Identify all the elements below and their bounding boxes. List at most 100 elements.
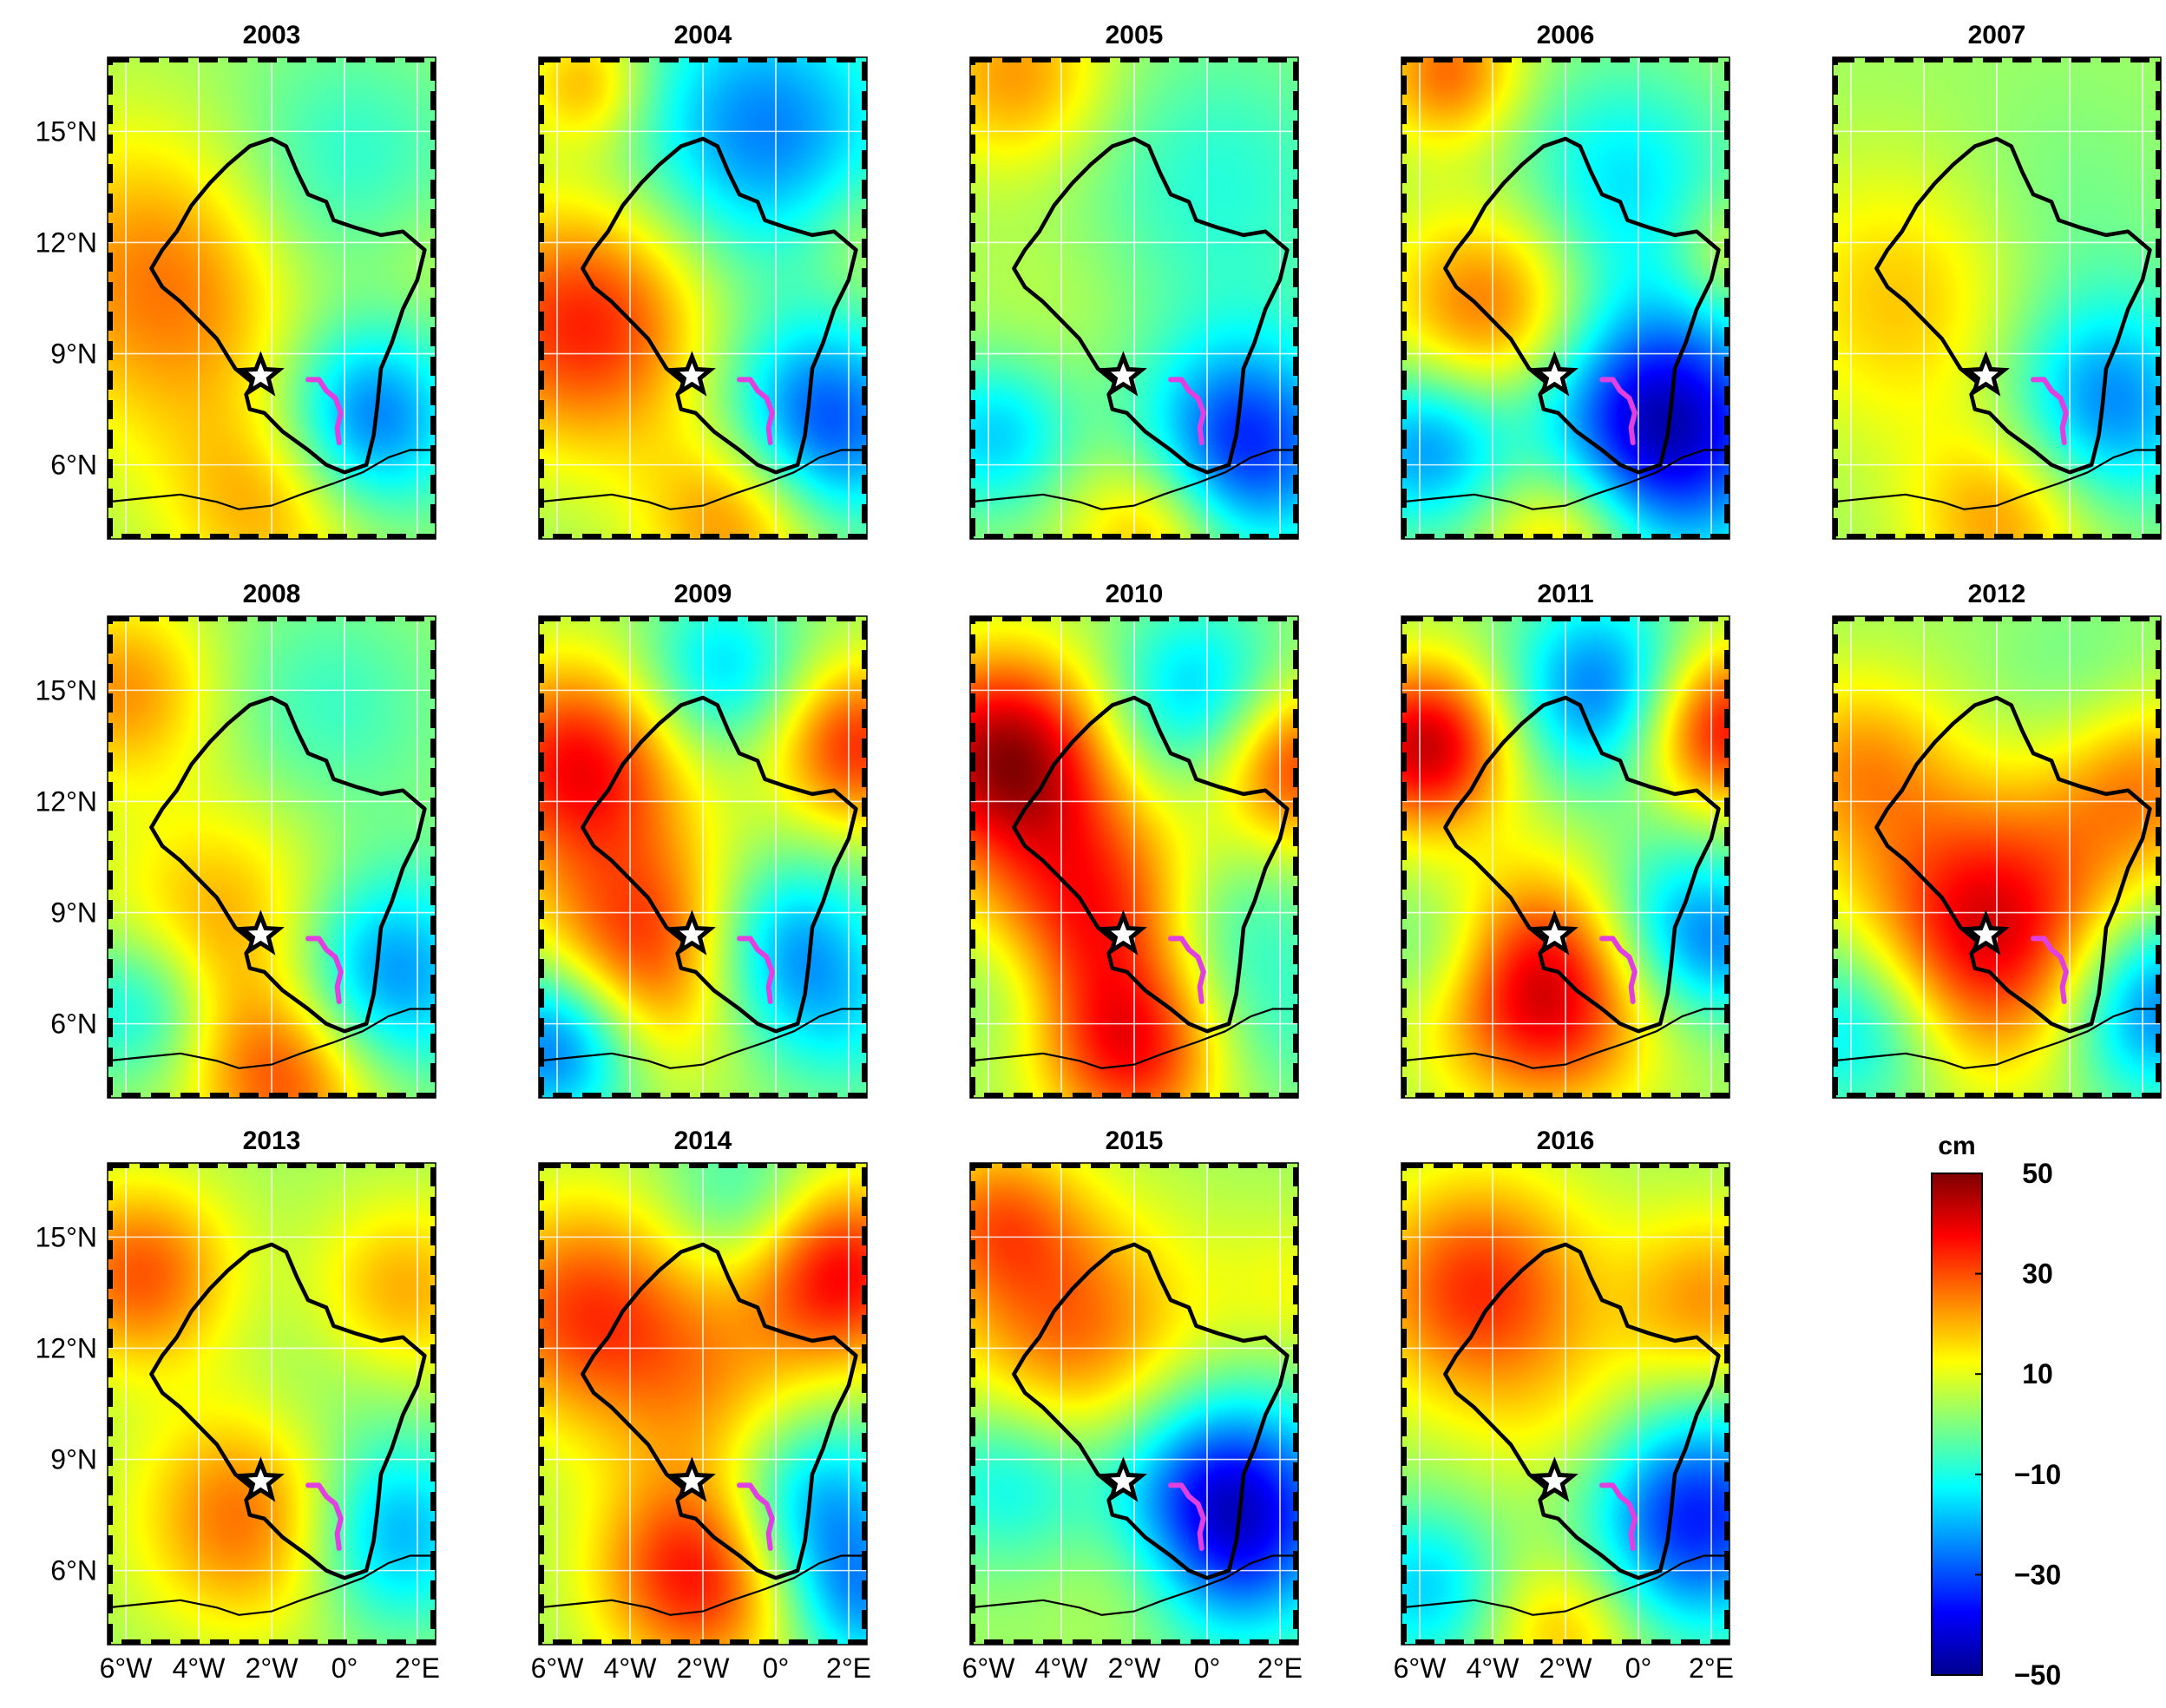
- map-panel-2008: 2008 15°N 12°N 9°N 6°N: [36, 580, 436, 1099]
- lon-tick-label: 6°W: [1394, 1652, 1447, 1684]
- star-icon: [667, 351, 716, 397]
- colorbar-tick-label: −50: [2014, 1659, 2061, 1691]
- map-frame: [538, 56, 868, 540]
- graticule: [1401, 616, 1730, 1098]
- graticule: [1401, 57, 1730, 539]
- panel-title: 2011: [1537, 580, 1593, 608]
- basin-outline: [581, 1242, 858, 1580]
- lon-tick-label: 4°W: [173, 1652, 226, 1684]
- star-icon: [1961, 351, 2010, 397]
- basin-outline: [1012, 136, 1290, 475]
- coastline: [108, 1554, 436, 1616]
- map-frame: [107, 56, 436, 540]
- colorbar-tick-label: 10: [2022, 1358, 2053, 1389]
- star-icon: [1530, 351, 1579, 397]
- coastline: [1833, 1008, 2161, 1069]
- lon-tick-label: 2°W: [1108, 1652, 1162, 1684]
- basin-outline: [1443, 695, 1721, 1034]
- lon-tick-label: 0°: [1625, 1652, 1652, 1684]
- lat-tick-label: 9°N: [50, 1444, 97, 1475]
- basin-outline: [1443, 136, 1721, 475]
- map-frame: [1832, 615, 2162, 1099]
- lon-tick-label: 2°E: [395, 1652, 440, 1684]
- coastline: [970, 1008, 1298, 1069]
- panel-title: 2013: [243, 1127, 301, 1155]
- basin-outline: [149, 136, 427, 475]
- lon-tick-label: 6°W: [100, 1652, 154, 1684]
- coastline: [970, 1554, 1298, 1616]
- map-frame: [1401, 615, 1730, 1099]
- basin-outline: [1443, 1242, 1721, 1580]
- map-frame: [107, 615, 436, 1099]
- star-icon: [667, 910, 716, 956]
- panel-title: 2007: [1968, 21, 2026, 49]
- star-icon: [1099, 1456, 1147, 1502]
- panel-title: 2008: [243, 580, 301, 608]
- lat-tick-label: 15°N: [36, 674, 98, 706]
- lat-tick-label: 6°N: [50, 1555, 97, 1586]
- map-panel-2005: 2005: [969, 21, 1299, 540]
- lat-tick-label: 12°N: [36, 227, 98, 258]
- map-frame: [1401, 56, 1730, 540]
- reservoir: [1599, 377, 1638, 445]
- lat-tick-label: 6°N: [50, 450, 97, 481]
- lon-tick-label: 4°W: [604, 1652, 658, 1684]
- map-panel-2014: 2014 6°W 4°W 2°W 0° 2°E: [531, 1127, 871, 1684]
- colorbar-tick-label: −10: [2014, 1459, 2061, 1490]
- map-frame: [1401, 1162, 1730, 1646]
- reservoir: [737, 377, 775, 445]
- coastline: [1401, 1008, 1730, 1069]
- map-panel-2010: 2010: [969, 580, 1299, 1099]
- map-frame: [107, 1162, 436, 1646]
- graticule: [539, 57, 867, 539]
- panel-title: 2010: [1106, 580, 1164, 608]
- colorbar-ticks: 50 30 10 −10 −30 −50: [1975, 1158, 2061, 1691]
- lon-tick-label: 6°W: [531, 1652, 585, 1684]
- star-icon: [1530, 910, 1579, 956]
- panel-title: 2014: [674, 1127, 732, 1155]
- reservoir: [305, 1482, 344, 1551]
- lat-tick-label: 15°N: [36, 115, 98, 147]
- lon-tick-label: 4°W: [1035, 1652, 1089, 1684]
- map-frame: [538, 1162, 868, 1646]
- reservoir: [737, 1482, 775, 1551]
- panels-grid: 2003 15°N 12°N 9°N 6°N 2004 2005 2006 2007 2008 15…: [36, 21, 2162, 1684]
- map-panel-2013: 2013 15°N 12°N 9°N 6°N 6°W 4°W 2°W 0° 2°E: [36, 1127, 440, 1684]
- coastline: [1401, 449, 1730, 510]
- lon-tick-label: 2°E: [826, 1652, 871, 1684]
- lon-tick-label: 2°W: [246, 1652, 299, 1684]
- colorbar: cm 50 30 10 −10 −30 −50: [1931, 1132, 2061, 1691]
- map-panel-2003: 2003 15°N 12°N 9°N 6°N: [36, 21, 436, 540]
- star-icon: [236, 910, 285, 956]
- lon-tick-label: 0°: [331, 1652, 358, 1684]
- coastline: [970, 449, 1298, 510]
- colorbar-tick-label: −30: [2014, 1559, 2061, 1590]
- map-panel-2011: 2011: [1401, 580, 1730, 1099]
- panel-title: 2006: [1537, 21, 1595, 49]
- reservoir: [1599, 1482, 1638, 1551]
- map-frame: [969, 56, 1299, 540]
- lon-tick-label: 2°E: [1257, 1652, 1303, 1684]
- lon-tick-label: 6°W: [962, 1652, 1016, 1684]
- reservoir: [2031, 936, 2069, 1004]
- map-panel-2004: 2004: [538, 21, 868, 540]
- basin-outline: [1012, 1242, 1290, 1580]
- panel-title: 2016: [1537, 1127, 1595, 1155]
- colorbar-title: cm: [1938, 1132, 1975, 1160]
- star-icon: [236, 1456, 285, 1502]
- star-icon: [667, 1456, 716, 1502]
- map-panel-2007: 2007: [1832, 21, 2162, 540]
- map-panel-2016: 2016 6°W 4°W 2°W 0° 2°E: [1394, 1127, 1734, 1684]
- coastline: [1833, 449, 2161, 510]
- lon-tick-label: 2°W: [1539, 1652, 1593, 1684]
- panel-title: 2003: [243, 21, 301, 49]
- basin-outline: [149, 1242, 427, 1580]
- basin-outline: [1874, 136, 2152, 475]
- map-panel-2009: 2009: [538, 580, 868, 1099]
- graticule: [970, 616, 1298, 1098]
- map-frame: [969, 615, 1299, 1099]
- reservoir: [305, 377, 344, 445]
- panel-title: 2012: [1968, 580, 2026, 608]
- map-panel-2015: 2015 6°W 4°W 2°W 0° 2°E: [962, 1127, 1303, 1684]
- star-icon: [1530, 1456, 1579, 1502]
